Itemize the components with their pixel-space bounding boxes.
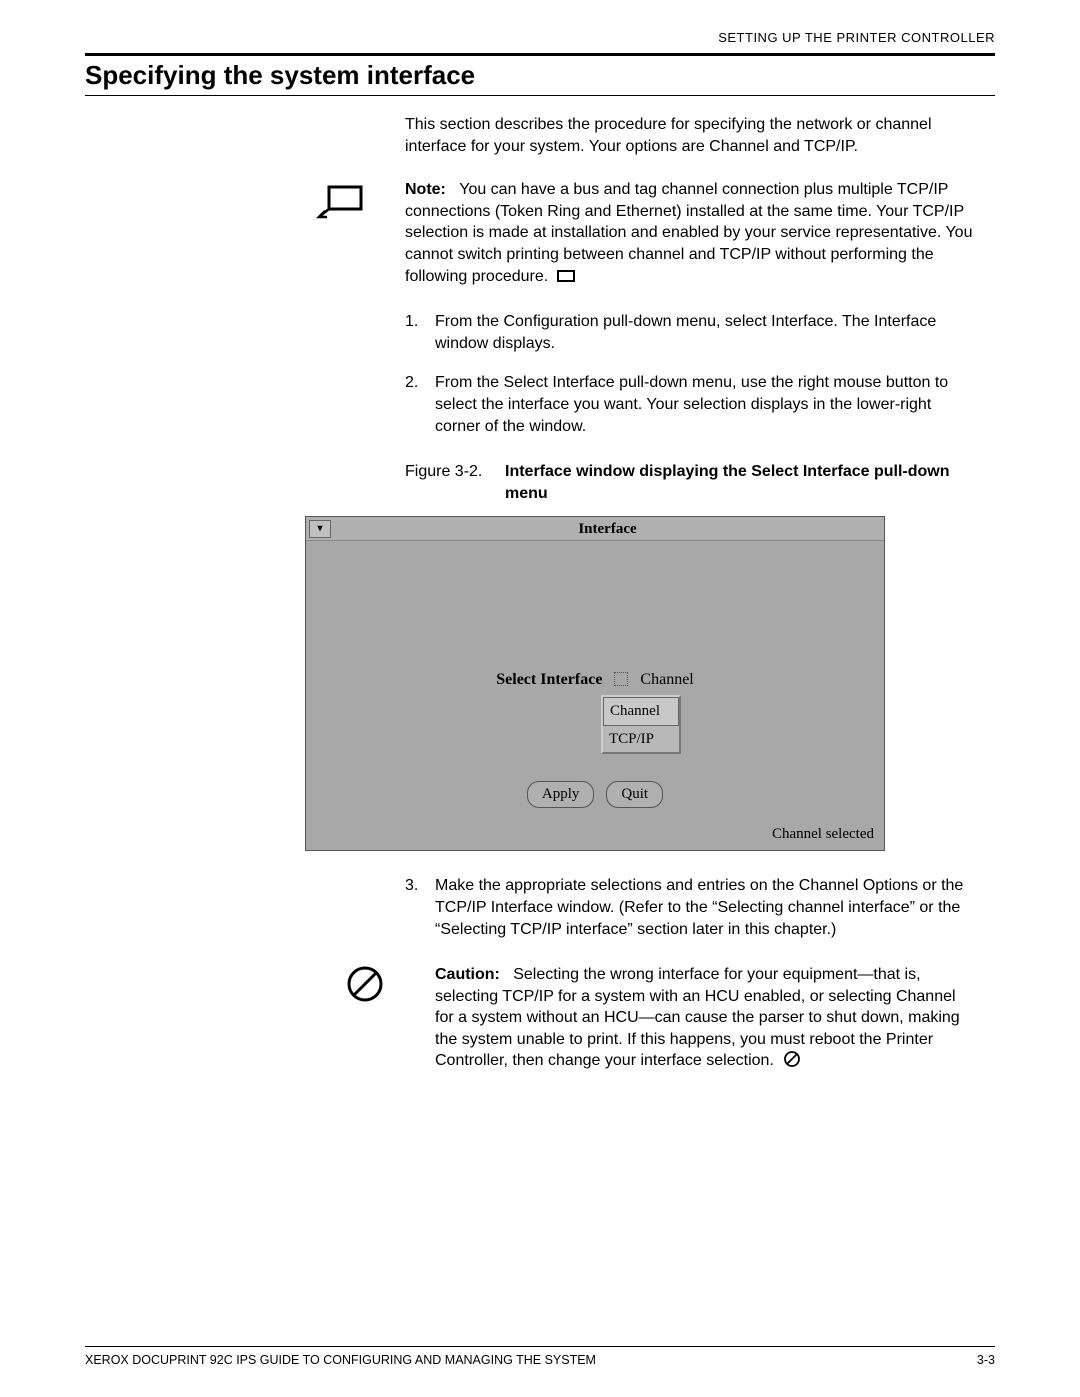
step-2: 2. From the Select Interface pull-down m… xyxy=(405,372,975,437)
caution-block: Caution: Selecting the wrong interface f… xyxy=(435,964,975,1075)
footer-book-title: XEROX DOCUPRINT 92C IPS GUIDE TO CONFIGU… xyxy=(85,1353,596,1367)
figure-title: Interface window displaying the Select I… xyxy=(505,461,975,504)
interface-window-screenshot: ▾ Interface Select Interface Channel Cha… xyxy=(305,516,885,851)
select-interface-dropdown[interactable]: Channel TCP/IP xyxy=(601,695,681,754)
chapter-header: SETTING UP THE PRINTER CONTROLLER xyxy=(85,30,995,45)
caution-text: Selecting the wrong interface for your e… xyxy=(435,966,960,1069)
step-num: 2. xyxy=(405,372,435,437)
note-end-icon xyxy=(557,270,575,282)
step-text: Make the appropriate selections and entr… xyxy=(435,875,975,940)
step-text: From the Configuration pull-down menu, s… xyxy=(435,311,975,354)
note-icon xyxy=(315,183,365,228)
caution-icon xyxy=(345,964,385,1011)
note-block: Note: You can have a bus and tag channel… xyxy=(405,179,975,287)
step-num: 1. xyxy=(405,311,435,354)
step-1: 1. From the Configuration pull-down menu… xyxy=(405,311,975,354)
intro-paragraph: This section describes the procedure for… xyxy=(405,114,975,157)
select-interface-label: Select Interface xyxy=(496,671,602,688)
caution-label: Caution: xyxy=(435,966,500,983)
window-body: Select Interface Channel Channel TCP/IP … xyxy=(306,541,884,850)
figure-number: Figure 3-2. xyxy=(405,461,505,504)
dropdown-option-tcpip[interactable]: TCP/IP xyxy=(603,726,679,752)
page-footer: XEROX DOCUPRINT 92C IPS GUIDE TO CONFIGU… xyxy=(85,1346,995,1367)
status-text: Channel selected xyxy=(772,824,874,844)
section-title: Specifying the system interface xyxy=(85,60,995,91)
quit-button[interactable]: Quit xyxy=(606,781,663,807)
caution-end-icon xyxy=(783,1050,801,1075)
dropdown-icon[interactable] xyxy=(614,672,628,686)
window-menu-button[interactable]: ▾ xyxy=(309,520,331,538)
title-underline xyxy=(85,95,995,96)
steps-list-2: 3. Make the appropriate selections and e… xyxy=(405,875,975,940)
footer-rule xyxy=(85,1346,995,1347)
step-3: 3. Make the appropriate selections and e… xyxy=(405,875,975,940)
footer-page-number: 3-3 xyxy=(977,1353,995,1367)
top-rule-thick xyxy=(85,53,995,56)
apply-button[interactable]: Apply xyxy=(527,781,595,807)
note-text: You can have a bus and tag channel conne… xyxy=(405,181,972,284)
window-titlebar: ▾ Interface xyxy=(306,517,884,541)
window-title: Interface xyxy=(331,519,884,539)
figure-caption: Figure 3-2. Interface window displaying … xyxy=(405,461,975,504)
dropdown-option-channel[interactable]: Channel xyxy=(603,697,679,725)
select-current-value: Channel xyxy=(640,671,693,688)
step-text: From the Select Interface pull-down menu… xyxy=(435,372,975,437)
step-num: 3. xyxy=(405,875,435,940)
steps-list-1: 1. From the Configuration pull-down menu… xyxy=(405,311,975,437)
note-label: Note: xyxy=(405,181,446,198)
